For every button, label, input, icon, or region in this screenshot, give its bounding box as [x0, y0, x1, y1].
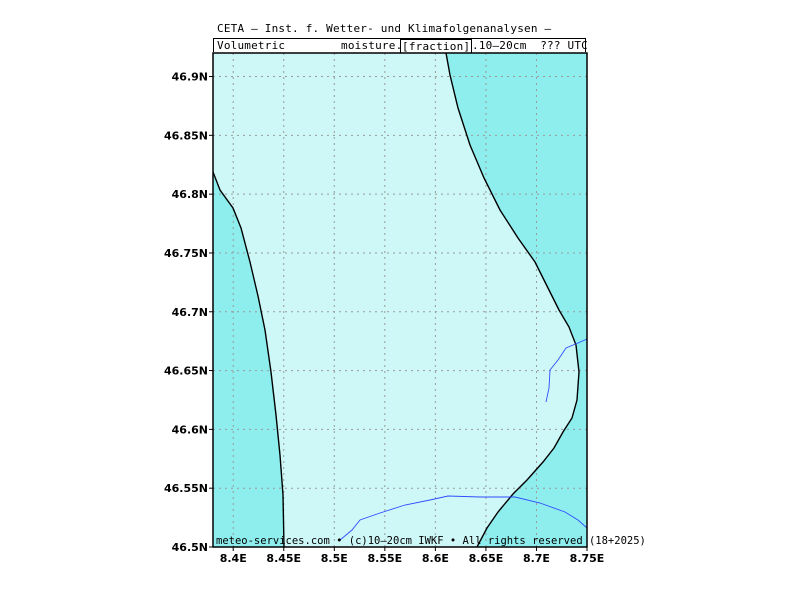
- east-region: [446, 53, 587, 547]
- lat-tick-label: 46.55N: [164, 482, 208, 495]
- lat-tick-label: 46.6N: [172, 423, 208, 436]
- lat-tick-label: 46.8N: [172, 188, 208, 201]
- map-title: CETA – Inst. f. Wetter- und Klimafolgena…: [217, 22, 552, 35]
- lat-tick-label: 46.9N: [172, 71, 208, 84]
- lat-tick-label: 46.75N: [164, 247, 208, 260]
- lon-tick-label: 8.55E: [368, 552, 403, 565]
- river-south: [339, 495, 587, 541]
- lat-tick-label: 46.7N: [172, 306, 208, 319]
- map-subtitle: Volumetric moisture. [fraction] .10–20cm…: [213, 38, 588, 54]
- lon-tick-label: 8.7E: [523, 552, 550, 565]
- lon-tick-label: 8.6E: [422, 552, 449, 565]
- east-border: [445, 53, 580, 547]
- lat-tick-label: 46.85N: [164, 129, 208, 142]
- subtitle-quantity: moisture.: [341, 39, 403, 52]
- lon-tick-label: 8.5E: [321, 552, 348, 565]
- lon-tick-label: 8.45E: [266, 552, 301, 565]
- lat-tick-label: 46.65N: [164, 365, 208, 378]
- map-grid: [213, 53, 587, 547]
- map-frame: [212, 52, 588, 548]
- river-east: [545, 338, 587, 403]
- subtitle-level-time: .10–20cm ??? UTC: [472, 39, 588, 52]
- copyright-text: meteo-services.com • (c)10–20cm IWKF • A…: [216, 535, 646, 547]
- west-region: [213, 172, 284, 547]
- lon-tick-label: 8.65E: [469, 552, 504, 565]
- subtitle-variable: Volumetric: [217, 39, 286, 52]
- lat-tick-label: 46.5N: [172, 541, 208, 554]
- lon-tick-label: 8.75E: [570, 552, 605, 565]
- west-border: [213, 171, 285, 547]
- lon-tick-label: 8.4E: [220, 552, 247, 565]
